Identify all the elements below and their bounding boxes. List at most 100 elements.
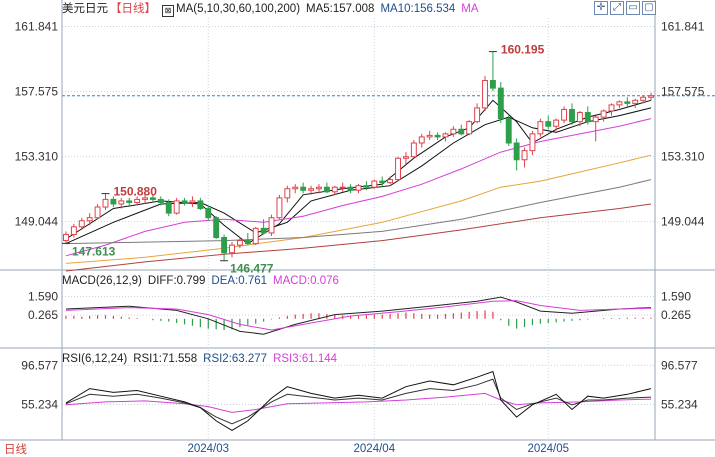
candle — [78, 217, 85, 230]
candle — [363, 181, 370, 191]
candle — [537, 118, 544, 137]
macd-tick-label-right: 0.265 — [661, 308, 691, 322]
candle-body — [268, 217, 275, 234]
candle-body — [371, 180, 378, 188]
candle-body — [149, 197, 156, 200]
candle-body — [426, 134, 433, 138]
candle-body — [134, 198, 141, 203]
candlestick-series[interactable] — [63, 51, 654, 261]
annotation-high-label: 160.195 — [501, 43, 545, 57]
rsi-tick-label-right: 55.234 — [661, 398, 698, 412]
candle — [86, 213, 93, 226]
candle-body — [458, 128, 465, 135]
candle-body — [260, 227, 267, 234]
candle — [268, 214, 275, 236]
candle-body — [339, 186, 346, 189]
candle — [600, 109, 607, 122]
price-tick-label-right: 153.310 — [661, 150, 705, 164]
candle — [316, 184, 322, 194]
ma-toggle-icon[interactable]: ⊠ — [162, 5, 174, 17]
price-tick-label-right: 161.841 — [661, 20, 705, 34]
candle — [181, 197, 188, 206]
macd-tick-label: 0.265 — [28, 308, 58, 322]
price-tick-label: 153.310 — [15, 150, 59, 164]
period-tab[interactable]: 日线 — [4, 444, 27, 456]
candle-body — [78, 220, 85, 228]
minimize-icon[interactable]: ▢ — [642, 1, 656, 15]
ma5-value: MA5:157.008 — [306, 3, 375, 15]
candle — [505, 115, 512, 147]
candle — [450, 126, 457, 137]
candle-body — [584, 112, 591, 123]
candle — [584, 106, 591, 125]
candle-body — [316, 186, 322, 190]
candle — [63, 231, 69, 244]
macd-dea-line — [65, 300, 652, 331]
candle-body — [395, 157, 401, 181]
restore-icon[interactable]: ▭ — [626, 1, 640, 15]
candle-body — [284, 188, 291, 199]
crosshair-icon[interactable]: ✛ — [594, 1, 608, 15]
candle — [110, 196, 117, 208]
candle-body — [236, 240, 243, 246]
candle-body — [142, 197, 148, 200]
fullscreen-icon[interactable]: ⤢ — [610, 1, 624, 15]
candle — [102, 193, 109, 211]
candle-body — [648, 95, 654, 98]
candle — [379, 176, 386, 188]
price-tick-label: 161.841 — [15, 20, 59, 34]
macd-dea-value: DEA:0.761 — [211, 275, 268, 287]
candle-body — [505, 118, 512, 144]
candle-body — [513, 142, 520, 161]
macd-macd-value: MACD:0.076 — [273, 275, 339, 287]
axis-labels: 161.841 161.841 157.575 157.575 153.310 153.3… — [15, 20, 705, 455]
date-tick-label: 2024/04 — [354, 443, 396, 455]
candle-body — [442, 133, 449, 138]
macd-header: MACD(26,12,9) DIFF:0.799 DEA:0.761 MACD:0.0… — [62, 274, 345, 288]
rsi-header: RSI(6,12,24) RSI1:71.558 RSI2:63.277 RSI3:6… — [62, 352, 343, 366]
candle-body — [70, 226, 77, 235]
candle — [497, 82, 504, 124]
rsi3-line — [65, 392, 652, 413]
candle — [553, 118, 560, 131]
candle — [260, 219, 267, 235]
candle-body — [308, 188, 315, 191]
rsi-panel[interactable] — [65, 370, 652, 431]
candle — [339, 182, 346, 192]
candle — [592, 115, 599, 142]
candle-body — [387, 179, 394, 184]
period-label[interactable]: 【日线】 — [110, 3, 156, 15]
candle-body — [466, 121, 473, 135]
annotation-low-label: 147.613 — [72, 244, 116, 258]
candle — [466, 120, 473, 136]
rsi-tick-label-right: 96.577 — [661, 358, 698, 372]
candle — [126, 197, 133, 208]
candle-body — [229, 244, 235, 254]
candle-body — [529, 133, 536, 152]
rsi1-value: RSI1:71.558 — [133, 353, 198, 365]
price-tick-label-right: 149.044 — [661, 215, 705, 229]
candle-body — [157, 198, 164, 203]
candle — [442, 132, 449, 142]
candle-body — [355, 185, 362, 191]
candle-body — [221, 237, 228, 254]
candle-body — [521, 150, 528, 161]
candle — [284, 185, 291, 203]
price-tick-label: 157.575 — [15, 85, 59, 99]
candle-body — [292, 186, 299, 190]
ma-line-ma100 — [65, 179, 652, 245]
macd-panel[interactable] — [65, 296, 652, 335]
candle — [189, 196, 196, 208]
candle-body — [347, 186, 354, 191]
candle-body — [450, 128, 457, 135]
candle-body — [165, 201, 172, 214]
candle-body — [205, 208, 212, 219]
price-annotations: 160.195 150.880 147.613 146.477 — [61, 43, 545, 276]
candle-body — [300, 186, 307, 191]
candle-body — [244, 240, 251, 245]
candle — [118, 197, 125, 209]
candle-body — [497, 87, 504, 120]
candle-body — [569, 108, 575, 123]
macd-param-label: MACD(26,12,9) — [62, 275, 142, 287]
